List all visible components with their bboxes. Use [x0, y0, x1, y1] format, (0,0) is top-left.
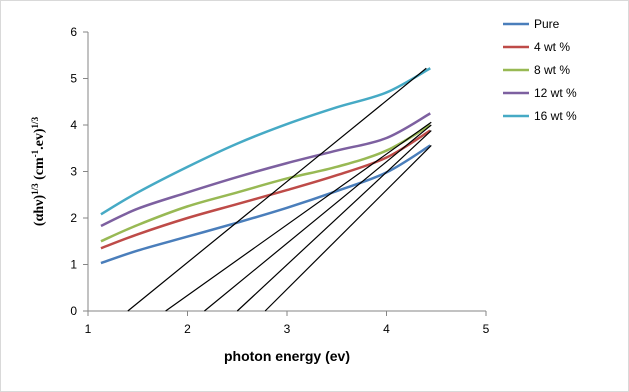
x-tick-label: 5 — [483, 322, 490, 336]
y-tick-label: 0 — [70, 304, 77, 318]
x-tick-label: 2 — [184, 322, 191, 336]
legend-label: 16 wt % — [534, 109, 577, 123]
x-tick-label: 1 — [85, 322, 92, 336]
legend-label: 8 wt % — [534, 63, 570, 77]
legend-label: 12 wt % — [534, 86, 577, 100]
y-tick-label: 3 — [70, 165, 77, 179]
y-tick-label: 4 — [70, 118, 77, 132]
series-line-0 — [100, 144, 431, 265]
legend-label: 4 wt % — [534, 40, 570, 54]
series-line-3 — [100, 112, 431, 228]
series-line-1 — [100, 129, 431, 250]
x-axis-title: photon energy (ev) — [224, 348, 350, 364]
y-tick-label: 1 — [70, 258, 77, 272]
x-tick-label: 4 — [383, 322, 390, 336]
series-line-4 — [100, 67, 431, 216]
y-axis-title: (αhν)1/3 (cm-1.ev)1/3 — [30, 116, 47, 226]
y-axis-title-superscript: 1/3 — [30, 116, 40, 128]
fit-line-0 — [127, 67, 427, 312]
fit-line-3 — [236, 130, 432, 312]
y-axis-title-part: (cm — [32, 157, 47, 183]
y-tick-label: 5 — [70, 72, 77, 86]
y-axis-title-superscript: 1/3 — [30, 183, 40, 195]
fit-line-4 — [264, 145, 432, 312]
y-tick-label: 6 — [70, 25, 77, 39]
y-axis-title-part: .ev) — [32, 128, 47, 150]
x-tick-label: 3 — [284, 322, 291, 336]
fit-line-1 — [165, 121, 432, 312]
y-axis-title-superscript: -1 — [30, 149, 40, 157]
legend-label: Pure — [534, 17, 560, 31]
y-tick-label: 2 — [70, 211, 77, 225]
fit-line-2 — [204, 124, 432, 312]
series-line-2 — [100, 123, 431, 243]
y-axis-title-part: (αhν) — [32, 195, 47, 227]
